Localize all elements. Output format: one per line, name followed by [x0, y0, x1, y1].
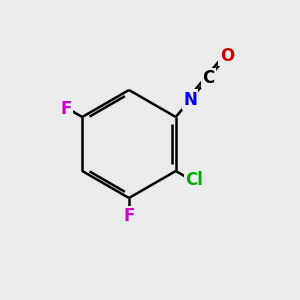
Text: C: C — [202, 69, 215, 87]
Text: F: F — [123, 207, 135, 225]
Text: Cl: Cl — [185, 171, 203, 189]
Text: F: F — [61, 100, 72, 118]
Text: N: N — [183, 91, 197, 109]
Text: O: O — [220, 47, 234, 65]
